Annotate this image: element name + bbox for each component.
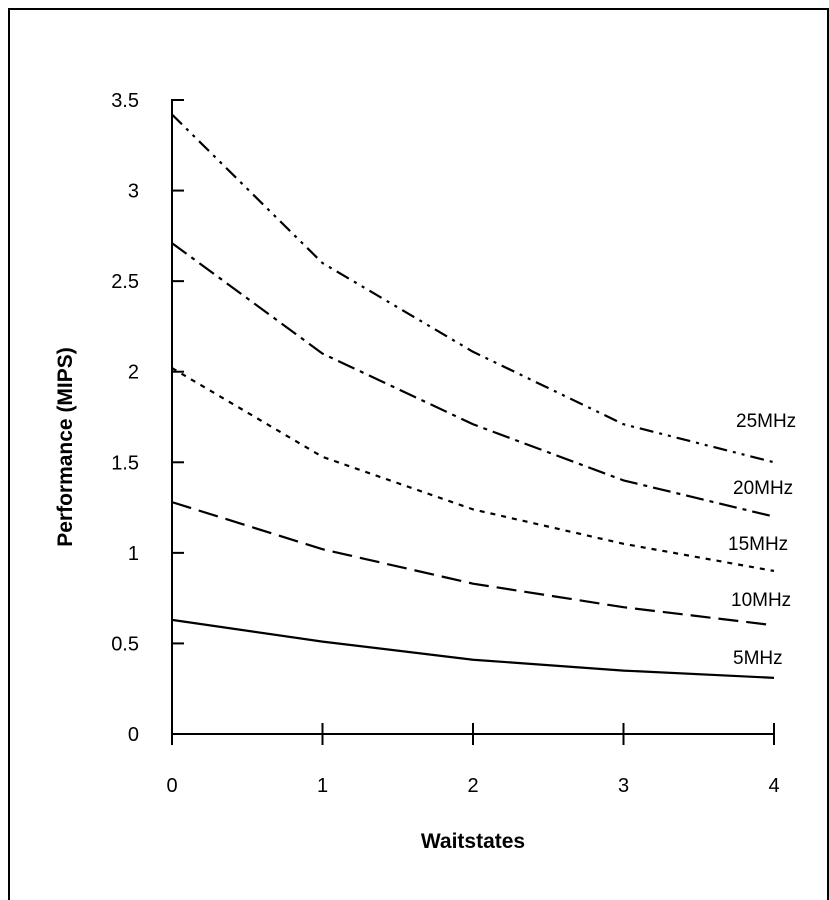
series-line-5mhz	[171, 618, 775, 679]
series-label-10mhz: 10MHz	[731, 590, 791, 611]
x-tick-label: 0	[166, 775, 177, 797]
series-line-15mhz	[171, 367, 775, 573]
series-line-25mhz	[171, 113, 775, 464]
y-tick-label: 3.5	[111, 90, 139, 112]
y-axis-title: Performance (MIPS)	[54, 347, 77, 547]
series-label-5mhz: 5MHz	[733, 648, 783, 669]
series-labels: 25MHz 20MHz 15MHz 10MHz 5MHz	[728, 411, 796, 669]
y-tick-label: 1	[128, 543, 139, 565]
y-tick-label: 2.5	[111, 271, 139, 293]
y-ticks: 0 0.5 1 1.5 2 2.5 3 3.5	[111, 90, 184, 746]
series-line-20mhz	[171, 242, 775, 518]
x-axis-title: Waitstates	[421, 830, 525, 853]
y-tick-label: 0.5	[111, 633, 139, 655]
axes	[171, 100, 774, 735]
series-lines	[171, 113, 775, 679]
y-tick-label: 1.5	[111, 452, 139, 474]
series-line-10mhz	[171, 501, 775, 627]
series-label-20mhz: 20MHz	[733, 478, 793, 499]
x-tick-label: 2	[467, 775, 478, 797]
chart-frame	[8, 8, 829, 900]
series-label-25mhz: 25MHz	[736, 411, 796, 432]
x-tick-label: 3	[618, 775, 629, 797]
y-tick-label: 3	[128, 181, 139, 203]
y-tick-label: 0	[128, 724, 139, 746]
x-tick-label: 1	[317, 775, 328, 797]
x-ticks: 0 1 2 3 4	[166, 723, 780, 797]
y-tick-label: 2	[128, 362, 139, 384]
x-tick-label: 4	[768, 775, 779, 797]
series-label-15mhz: 15MHz	[728, 534, 788, 555]
